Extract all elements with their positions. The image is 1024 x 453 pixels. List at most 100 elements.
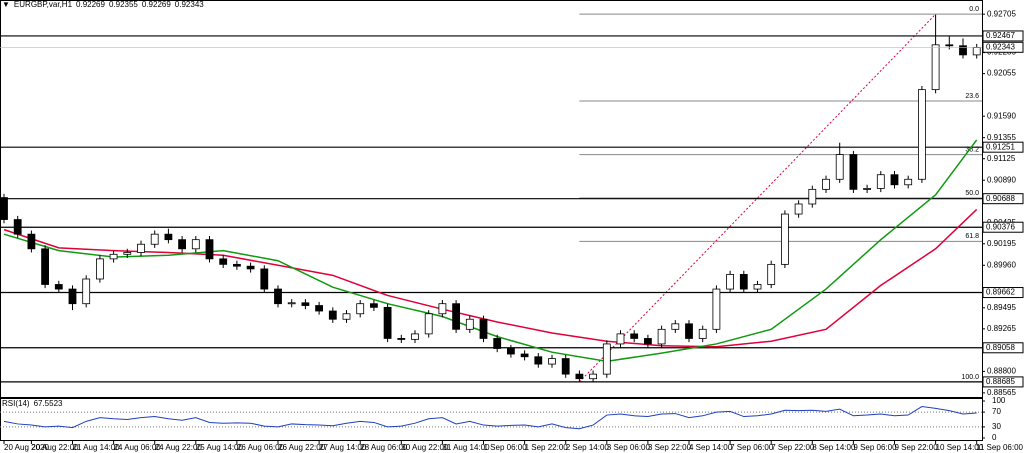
candle-body [260,268,269,290]
candle-body [219,258,228,265]
candle-body [876,174,885,189]
last-close: 0.92343 [174,0,204,9]
rsi-header: RSI(14) 67.5523 [2,399,66,408]
candle-body [424,313,433,335]
chart-header: ▼ EURGBP,var,H1 0.92269 0.92355 0.92269 0.923… [2,0,208,9]
y-tick-label: 0.92705 [987,9,1016,18]
candle-body [411,333,419,340]
level-box [982,193,1024,205]
fib-label: 23.6 [965,93,979,100]
x-tick-label: 21 Aug 14:00 [73,443,121,452]
candle-body [123,252,132,255]
rsi-line [3,406,977,430]
y-tick-label: 0.91590 [987,111,1016,120]
level-box [982,221,1024,233]
fib-label: 0.0 [969,6,979,13]
x-tick-label: 3 Sep 22:00 [648,443,692,452]
menu-arrow[interactable]: ▼ [2,0,10,9]
candle-body [767,263,776,285]
fib-label: 61.8 [965,233,979,240]
x-tick-label: 7 Sep 06:00 [730,443,774,452]
rsi-name: RSI(14) [2,399,30,408]
candle-body [589,373,597,380]
x-tick-label: 27 Aug 14:00 [319,443,367,452]
level-box [982,376,1024,388]
y-tick-label: 0.91125 [987,154,1016,163]
candle-body [972,47,981,56]
last-open: 0.92269 [76,0,105,9]
x-tick-label: 30 Aug 22:00 [401,443,449,452]
x-tick-label: 20 Aug 2020 [4,443,49,452]
rsi-tick-label: 0 [992,433,997,442]
candle-body [465,318,474,330]
y-tick-label: 0.90890 [987,175,1016,184]
x-tick-label: 24 Aug 06:00 [114,443,162,452]
current-price-label: 0.92343 [986,42,1015,51]
candle-body [274,288,282,305]
candle-body [164,233,173,241]
candle-body [109,253,118,260]
level-label: 0.90688 [986,194,1015,203]
fib-trend [579,13,936,383]
candle-body [82,278,91,305]
candle-body [890,174,899,186]
candle-body [685,323,693,339]
x-tick-label: 4 Sep 14:00 [689,443,733,452]
y-tick-label: 0.90195 [987,239,1016,248]
x-tick-label: 11 Sep 06:00 [976,443,1024,452]
candle-body [137,243,145,253]
candle-body [945,44,954,47]
candle-body [849,154,858,190]
candle-body [561,358,570,375]
rsi-tick-label: 30 [992,422,1001,431]
level-label: 0.89058 [986,343,1015,352]
candle-body [150,233,159,245]
candle-body [575,373,584,380]
candle-body [863,188,871,190]
candle-body [753,284,762,290]
candle-body [822,178,830,190]
last-high: 0.92355 [108,0,138,9]
candle-body [232,263,241,267]
candle-body [808,188,817,205]
candle-body [0,197,8,220]
candle-body [520,353,529,358]
candle-body [397,338,406,340]
candle-body [794,203,803,215]
candle-body [657,328,666,345]
candle-body [479,318,488,339]
x-tick-label: 9 Sep 06:00 [853,443,897,452]
level-label: 0.90376 [986,222,1015,231]
x-tick-label: 26 Aug 22:00 [278,443,326,452]
level-box [982,287,1024,299]
candle-body [356,303,365,315]
candle-body [835,154,844,180]
x-tick-label: 28 Aug 06:00 [360,443,408,452]
candle-body [301,302,310,306]
candle-body [178,239,187,250]
candle-body [781,213,789,265]
symbol: EURGBP,var,H1 [13,0,73,9]
current-price-box [982,41,1024,53]
candle-body [54,284,63,290]
candle-body [712,288,721,330]
candle-body [27,233,36,250]
moving-average [3,139,978,363]
candle-body [548,358,556,365]
x-tick-label: 31 Aug 14:00 [442,443,490,452]
candle-body [959,45,967,56]
fib-label: 50.0 [965,190,979,197]
y-tick-label: 0.89960 [987,260,1016,269]
x-tick-label: 7 Sep 22:00 [771,443,815,452]
candle-body [452,303,461,330]
candle-body [246,265,255,270]
candle-body [68,288,77,305]
candle-body [96,258,104,280]
candle-body [602,343,611,375]
last-low: 0.92269 [141,0,171,9]
level-label: 0.92467 [986,31,1015,40]
candle-body [671,323,680,330]
candle-body [739,274,748,290]
y-tick-label: 0.91355 [987,133,1016,142]
